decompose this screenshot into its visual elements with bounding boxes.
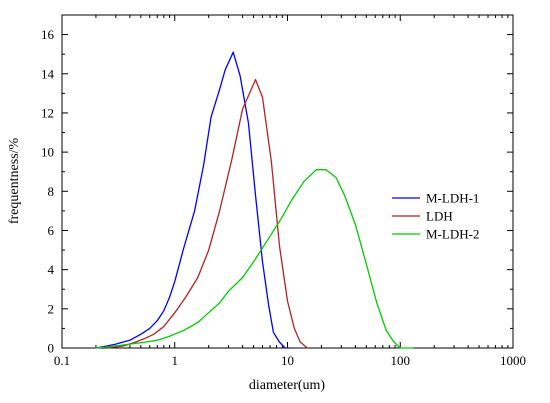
y-axis-title: frequentness/% [7,138,22,225]
y-tick-label: 8 [48,184,55,199]
y-tick-label: 16 [41,27,55,42]
y-tick-labels: 0 2 4 6 8 10 12 14 16 [41,27,55,355]
legend-label: LDH [426,209,453,224]
y-tick-label: 14 [41,66,55,81]
y-tick-label: 12 [41,105,54,120]
tick-marks [61,15,514,349]
legend-label: M-LDH-1 [426,191,479,206]
series-line-m-ldh-2 [95,169,414,349]
x-tick-labels: 0.1 1 10 100 1000 [54,353,526,368]
x-tick-label: 1 [172,353,179,368]
series-line-ldh [106,78,309,349]
legend: M-LDH-1 LDH M-LDH-2 [392,191,479,242]
y-tick-label: 4 [48,262,55,277]
x-tick-label: 0.1 [54,353,70,368]
series-layer [95,51,414,349]
y-tick-label: 10 [41,145,54,160]
y-tick-label: 6 [48,223,55,238]
x-tick-label: 10 [281,353,294,368]
x-axis-title: diameter(um) [249,378,326,393]
x-tick-label: 1000 [500,353,526,368]
series-line-m-ldh-1 [95,51,291,349]
y-tick-label: 2 [48,301,55,316]
y-tick-label: 0 [48,341,55,356]
legend-label: M-LDH-2 [426,227,479,242]
x-tick-label: 100 [391,353,411,368]
